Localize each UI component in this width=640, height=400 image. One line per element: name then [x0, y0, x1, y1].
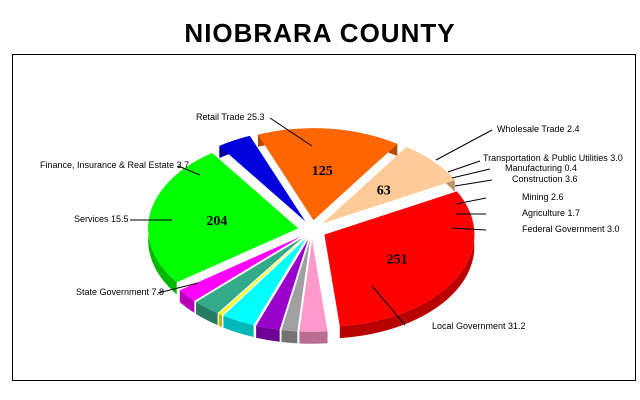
slice-label-construction: Construction 3.6 — [512, 174, 578, 184]
leader-lines-layer — [130, 117, 493, 326]
slice-side-mining — [256, 325, 280, 342]
slice-top-transportation-and-public-utilities — [196, 237, 303, 314]
slice-agriculture — [281, 239, 311, 344]
slice-side-manufacturing — [218, 313, 222, 328]
leader-line-retail-trade — [269, 117, 313, 147]
slice-side-construction — [223, 315, 254, 338]
slice-label-manufacturing: Manufacturing 0.4 — [505, 163, 577, 173]
slice-wholesale-trade — [179, 236, 302, 313]
chart-title: NIOBRARA COUNTY — [184, 18, 456, 48]
value-label-local-government: 251 — [387, 252, 408, 267]
slice-top-manufacturing — [218, 238, 305, 316]
slice-retail-trade — [148, 153, 299, 295]
slice-label-agriculture: Agriculture 1.7 — [522, 208, 580, 218]
slice-label-wholesale-trade: Wholesale Trade 2.4 — [497, 124, 580, 134]
slice-side-local-government — [339, 191, 475, 339]
value-label-retail-trade: 204 — [206, 214, 227, 229]
leader-line-finance-insurance-and-real-estate — [177, 165, 201, 176]
slice-label-transportation-and-public-utilities: Transportation & Public Utilities 3.0 — [483, 153, 623, 163]
slice-label-local-government: Local Government 31.2 — [432, 321, 526, 331]
slice-side-federal-government — [299, 331, 328, 344]
leader-line-mining — [455, 197, 487, 205]
slice-top-agriculture — [281, 239, 311, 332]
slices-layer — [148, 128, 475, 344]
slice-mining — [256, 239, 309, 342]
value-label-state-government: 63 — [377, 184, 391, 199]
slice-top-mining — [256, 239, 309, 330]
slice-top-local-government — [324, 191, 475, 327]
leader-line-wholesale-trade — [435, 129, 493, 161]
labels-layer: 125 63 204 251 Local Government 31.2 Federal … — [40, 112, 623, 331]
slice-label-federal-government: Federal Government 3.0 — [522, 224, 620, 234]
slice-top-wholesale-trade — [179, 236, 302, 301]
leader-line-federal-government — [451, 227, 487, 231]
slice-top-finance-insurance-and-real-estate — [219, 135, 306, 222]
leader-line-manufacturing — [451, 168, 491, 179]
slice-construction — [223, 238, 306, 338]
slice-top-retail-trade — [148, 153, 299, 283]
slice-manufacturing — [218, 238, 305, 328]
slice-label-services: Services 15.5 — [74, 214, 129, 224]
slice-top-federal-government — [299, 239, 328, 332]
slice-side-transportation-and-public-utilities — [196, 302, 218, 326]
slice-transportation-and-public-utilities — [196, 237, 303, 326]
slice-label-retail-trade: Retail Trade 25.3 — [196, 112, 265, 122]
leader-line-transportation-and-public-utilities — [447, 160, 481, 173]
slice-finance-insurance-and-real-estate — [219, 135, 306, 222]
slice-side-agriculture — [281, 330, 298, 344]
slice-state-government — [322, 147, 455, 224]
chart-frame — [12, 54, 636, 381]
slice-side-wholesale-trade — [179, 290, 195, 313]
leader-line-state-government — [157, 282, 199, 294]
slice-services — [258, 128, 398, 221]
slice-label-mining: Mining 2.6 — [522, 192, 564, 202]
leader-line-construction — [454, 179, 493, 187]
slice-label-finance-insurance-and-real-estate: Finance, Insurance & Real Estate 3.7 — [40, 160, 189, 170]
slice-local-government — [324, 191, 475, 339]
slice-label-state-government: State Government 7.8 — [76, 287, 164, 297]
slice-top-construction — [223, 238, 306, 326]
value-label-services: 125 — [312, 164, 333, 179]
leader-line-local-government — [371, 285, 406, 326]
slice-top-services — [258, 128, 398, 221]
slice-top-state-government — [322, 147, 455, 224]
slice-federal-government — [299, 239, 328, 344]
